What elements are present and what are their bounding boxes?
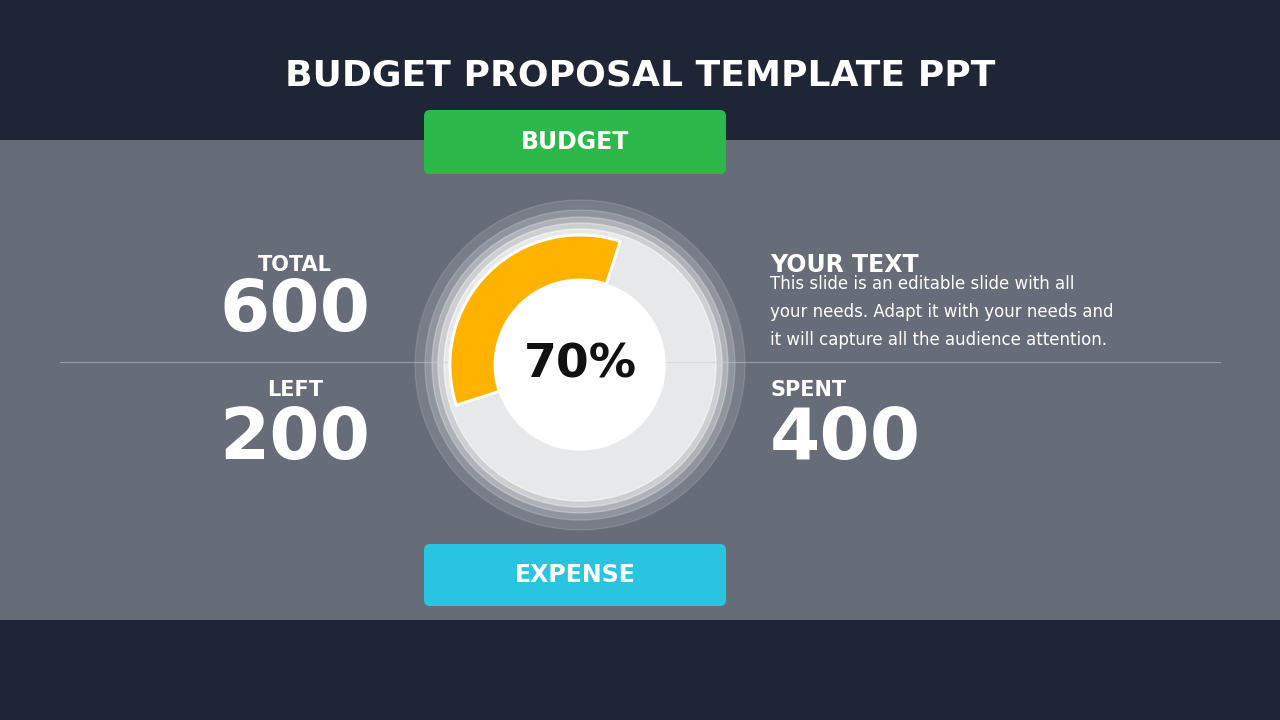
Bar bbox=[0, 188, 1280, 212]
Bar bbox=[0, 452, 1280, 476]
Circle shape bbox=[438, 223, 722, 507]
Bar bbox=[0, 356, 1280, 380]
Circle shape bbox=[425, 210, 735, 520]
Bar bbox=[0, 500, 1280, 524]
Bar bbox=[0, 620, 1280, 720]
Bar bbox=[0, 212, 1280, 236]
Bar bbox=[0, 524, 1280, 548]
Text: 600: 600 bbox=[219, 277, 370, 346]
Bar bbox=[0, 332, 1280, 356]
Circle shape bbox=[415, 200, 745, 530]
Circle shape bbox=[444, 229, 716, 501]
Wedge shape bbox=[451, 235, 621, 405]
Text: 70%: 70% bbox=[524, 343, 636, 387]
Bar bbox=[0, 260, 1280, 284]
Bar bbox=[0, 404, 1280, 428]
Text: EXPENSE: EXPENSE bbox=[515, 563, 635, 587]
Wedge shape bbox=[451, 235, 621, 405]
Bar bbox=[0, 548, 1280, 572]
Bar bbox=[0, 236, 1280, 260]
Bar bbox=[0, 572, 1280, 596]
Text: BUDGET: BUDGET bbox=[521, 130, 630, 154]
Text: YOUR TEXT: YOUR TEXT bbox=[771, 253, 919, 277]
Text: SPENT: SPENT bbox=[771, 380, 846, 400]
Bar bbox=[0, 0, 1280, 140]
Bar bbox=[0, 428, 1280, 452]
Bar bbox=[0, 140, 1280, 164]
FancyBboxPatch shape bbox=[424, 544, 726, 606]
Text: LEFT: LEFT bbox=[268, 380, 323, 400]
Text: This slide is an editable slide with all
your needs. Adapt it with your needs an: This slide is an editable slide with all… bbox=[771, 275, 1114, 348]
Circle shape bbox=[433, 217, 728, 513]
Text: 200: 200 bbox=[219, 405, 370, 474]
Bar bbox=[0, 284, 1280, 308]
Text: BUDGET PROPOSAL TEMPLATE PPT: BUDGET PROPOSAL TEMPLATE PPT bbox=[285, 58, 995, 92]
Bar bbox=[0, 140, 1280, 620]
Bar bbox=[0, 308, 1280, 332]
FancyBboxPatch shape bbox=[424, 110, 726, 174]
Bar bbox=[0, 380, 1280, 404]
Bar bbox=[0, 476, 1280, 500]
Circle shape bbox=[495, 280, 666, 450]
Bar bbox=[0, 596, 1280, 620]
Text: TOTAL: TOTAL bbox=[259, 255, 332, 275]
Text: 400: 400 bbox=[771, 405, 922, 474]
Bar bbox=[0, 164, 1280, 188]
